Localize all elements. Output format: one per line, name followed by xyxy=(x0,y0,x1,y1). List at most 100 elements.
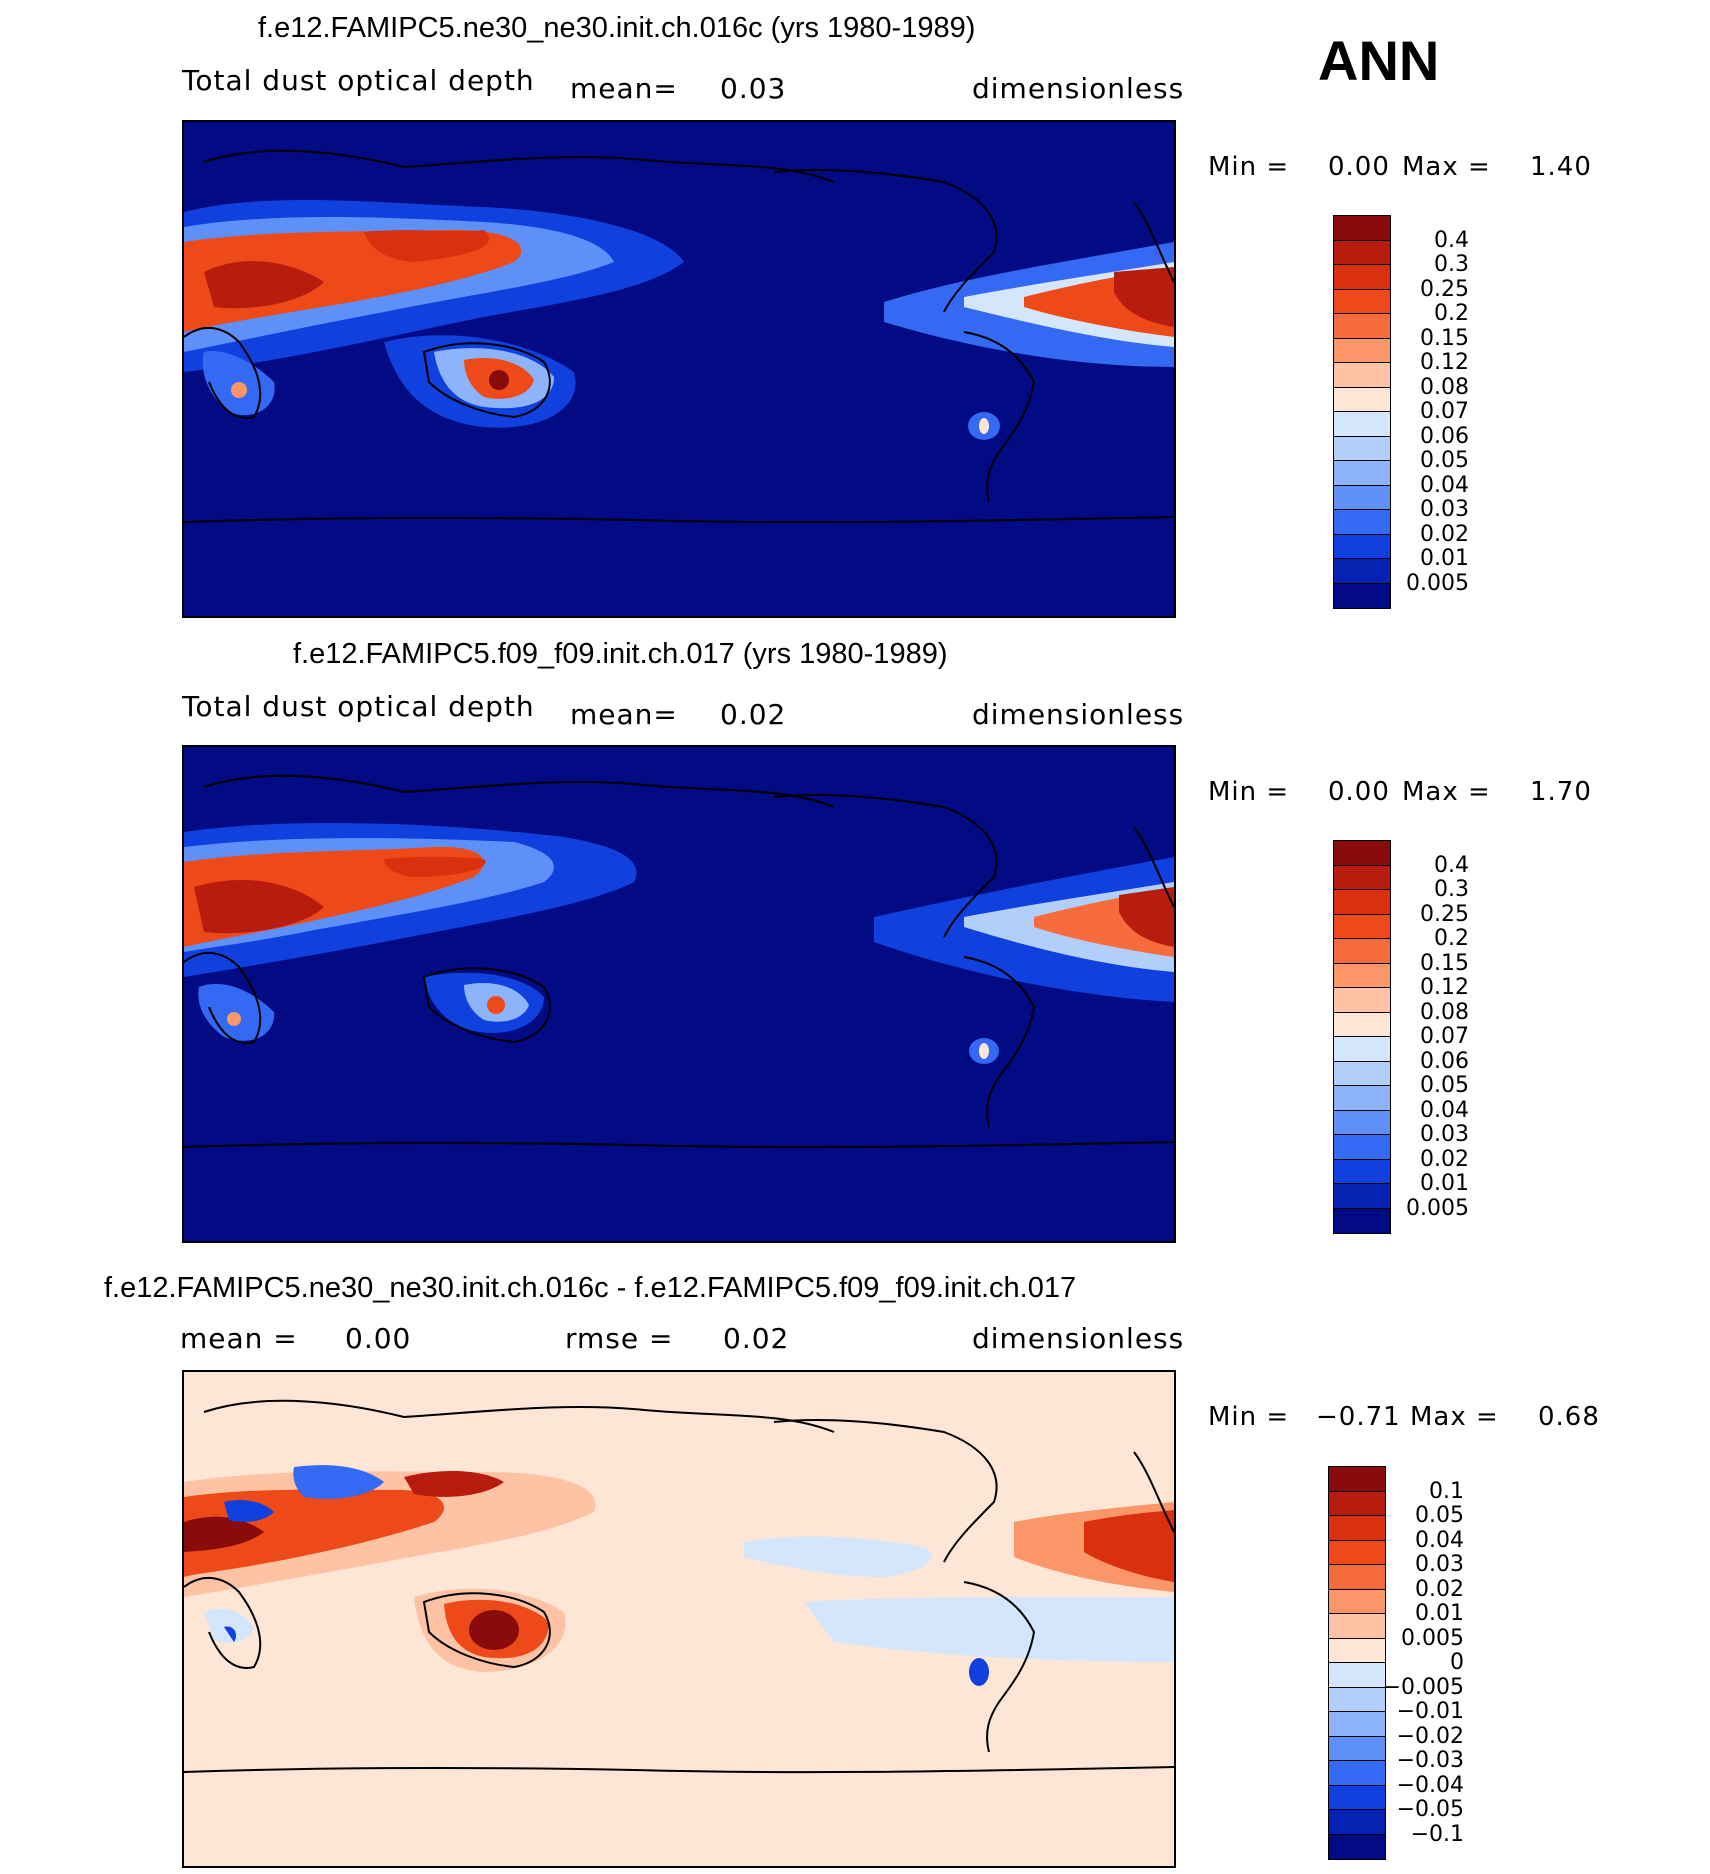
colorbar-tick-label: 0.12 xyxy=(1420,975,1469,1000)
colorbar-swatch xyxy=(1329,1540,1385,1565)
panel2-mean-label: mean= xyxy=(570,698,678,731)
colorbar-tick-label: −0.04 xyxy=(1396,1772,1464,1798)
colorbar-swatch xyxy=(1334,1159,1390,1184)
panel3-mean-label: mean = xyxy=(180,1322,298,1355)
colorbar-tick-label: 0.07 xyxy=(1420,399,1469,424)
colorbar-swatch xyxy=(1334,461,1390,486)
colorbar-tick-label: 0.1 xyxy=(1429,1478,1464,1504)
colorbar-tick-label: 0.01 xyxy=(1420,1171,1469,1196)
colorbar-swatch xyxy=(1329,1516,1385,1541)
colorbar-tick-label: 0.12 xyxy=(1420,350,1469,375)
colorbar-tick-label: 0.03 xyxy=(1415,1552,1464,1577)
colorbar-tick-label: 0.06 xyxy=(1420,1048,1469,1074)
colorbar-tick-label: 0.2 xyxy=(1434,301,1469,326)
colorbar-swatch xyxy=(1329,1565,1385,1590)
colorbar-swatch xyxy=(1334,939,1390,964)
panel3-max-label: Max = xyxy=(1410,1402,1499,1432)
colorbar-tick-label: 0.15 xyxy=(1420,950,1469,976)
panel1-max-label: Max = xyxy=(1402,152,1491,182)
panel3-mean-value: 0.00 xyxy=(345,1322,412,1355)
colorbar-swatch xyxy=(1334,914,1390,939)
panel3-max-value: 0.68 xyxy=(1538,1402,1600,1432)
panel1-title: f.e12.FAMIPC5.ne30_ne30.init.ch.016c (yr… xyxy=(258,12,976,44)
colorbar-swatch xyxy=(1334,314,1390,339)
panel2-max-value: 1.70 xyxy=(1530,777,1592,807)
panel3-title: f.e12.FAMIPC5.ne30_ne30.init.ch.016c - f… xyxy=(104,1272,1077,1304)
colorbar-swatch xyxy=(1334,436,1390,461)
colorbar-swatch xyxy=(1334,1086,1390,1111)
panel2-map xyxy=(182,745,1176,1243)
colorbar-swatch xyxy=(1334,559,1390,584)
panel3-units: dimensionless xyxy=(972,1322,1185,1355)
colorbar-swatch xyxy=(1329,1491,1385,1516)
colorbar-tick-label: 0.4 xyxy=(1434,852,1469,878)
panel3-rmse-value: 0.02 xyxy=(723,1322,790,1355)
colorbar-swatch xyxy=(1334,412,1390,437)
colorbar-swatch xyxy=(1334,1135,1390,1160)
panel2-variable: Total dust optical depth xyxy=(182,690,535,723)
colorbar-swatch xyxy=(1329,1467,1385,1492)
colorbar-swatch xyxy=(1329,1810,1385,1835)
colorbar-tick-label: 0.3 xyxy=(1434,252,1469,277)
colorbar-tick-label: 0.03 xyxy=(1420,497,1469,522)
colorbar-tick-label: 0.01 xyxy=(1420,546,1469,571)
colorbar-tick-label: −0.005 xyxy=(1382,1674,1464,1700)
panel1-mean-label: mean= xyxy=(570,72,678,105)
colorbar-swatch xyxy=(1329,1761,1385,1786)
colorbar-swatch xyxy=(1329,1687,1385,1712)
panel3-map xyxy=(182,1370,1176,1868)
panel1-variable: Total dust optical depth xyxy=(182,64,535,97)
panel1-max-value: 1.40 xyxy=(1530,152,1592,182)
panel2-units: dimensionless xyxy=(972,698,1185,731)
colorbar-swatch xyxy=(1334,289,1390,314)
colorbar-swatch xyxy=(1334,338,1390,363)
colorbar-tick-label: 0.05 xyxy=(1420,448,1469,473)
colorbar-swatch xyxy=(1329,1712,1385,1737)
colorbar-swatch xyxy=(1334,534,1390,559)
panel1-min-value: 0.00 xyxy=(1328,152,1390,182)
season-label: ANN xyxy=(1318,29,1440,92)
colorbar-swatch xyxy=(1334,510,1390,535)
colorbar-swatch xyxy=(1334,387,1390,412)
panel3-min-value: −0.71 xyxy=(1316,1402,1401,1432)
panel1-mean-value: 0.03 xyxy=(720,72,787,105)
colorbar-tick-label: 0.07 xyxy=(1420,1024,1469,1049)
panel2-min-value: 0.00 xyxy=(1328,777,1390,807)
panel2-max-label: Max = xyxy=(1402,777,1491,807)
colorbar-tick-label: 0.02 xyxy=(1420,1146,1469,1172)
colorbar-tick-label: 0.08 xyxy=(1420,999,1469,1025)
colorbar-swatch xyxy=(1329,1614,1385,1639)
colorbar-tick-label: −0.05 xyxy=(1396,1797,1464,1822)
colorbar-tick-label: 0.005 xyxy=(1406,1195,1469,1221)
colorbar-tick-label: −0.01 xyxy=(1396,1699,1464,1724)
panel2-colorbar xyxy=(1333,840,1391,1234)
colorbar-tick-label: 0.02 xyxy=(1420,521,1469,547)
panel2-mean-value: 0.02 xyxy=(720,698,787,731)
panel1-colorbar xyxy=(1333,215,1391,609)
panel1-min-label: Min = xyxy=(1208,152,1290,182)
panel1-units: dimensionless xyxy=(972,72,1185,105)
panel1-map xyxy=(182,120,1176,618)
colorbar-tick-label: 0.04 xyxy=(1420,1097,1469,1123)
panel3-min-label: Min = xyxy=(1208,1402,1290,1432)
colorbar-swatch xyxy=(1334,363,1390,388)
colorbar-swatch xyxy=(1334,890,1390,915)
colorbar-tick-label: −0.02 xyxy=(1396,1723,1464,1749)
colorbar-tick-label: 0.25 xyxy=(1420,901,1469,927)
colorbar-tick-label: 0.2 xyxy=(1434,926,1469,951)
colorbar-swatch xyxy=(1334,1037,1390,1062)
colorbar-swatch xyxy=(1329,1638,1385,1663)
panel2-title: f.e12.FAMIPC5.f09_f09.init.ch.017 (yrs 1… xyxy=(293,638,948,670)
colorbar-swatch xyxy=(1334,485,1390,510)
colorbar-tick-label: 0.08 xyxy=(1420,374,1469,400)
colorbar-tick-label: 0.05 xyxy=(1415,1503,1464,1528)
colorbar-swatch xyxy=(1329,1663,1385,1688)
colorbar-tick-label: 0.05 xyxy=(1420,1073,1469,1098)
panel2-min-label: Min = xyxy=(1208,777,1290,807)
colorbar-tick-label: 0 xyxy=(1450,1650,1464,1675)
colorbar-swatch xyxy=(1334,1061,1390,1086)
colorbar-swatch xyxy=(1329,1736,1385,1761)
colorbar-tick-label: 0.4 xyxy=(1434,227,1469,253)
colorbar-tick-label: 0.15 xyxy=(1420,325,1469,351)
colorbar-swatch xyxy=(1334,865,1390,890)
